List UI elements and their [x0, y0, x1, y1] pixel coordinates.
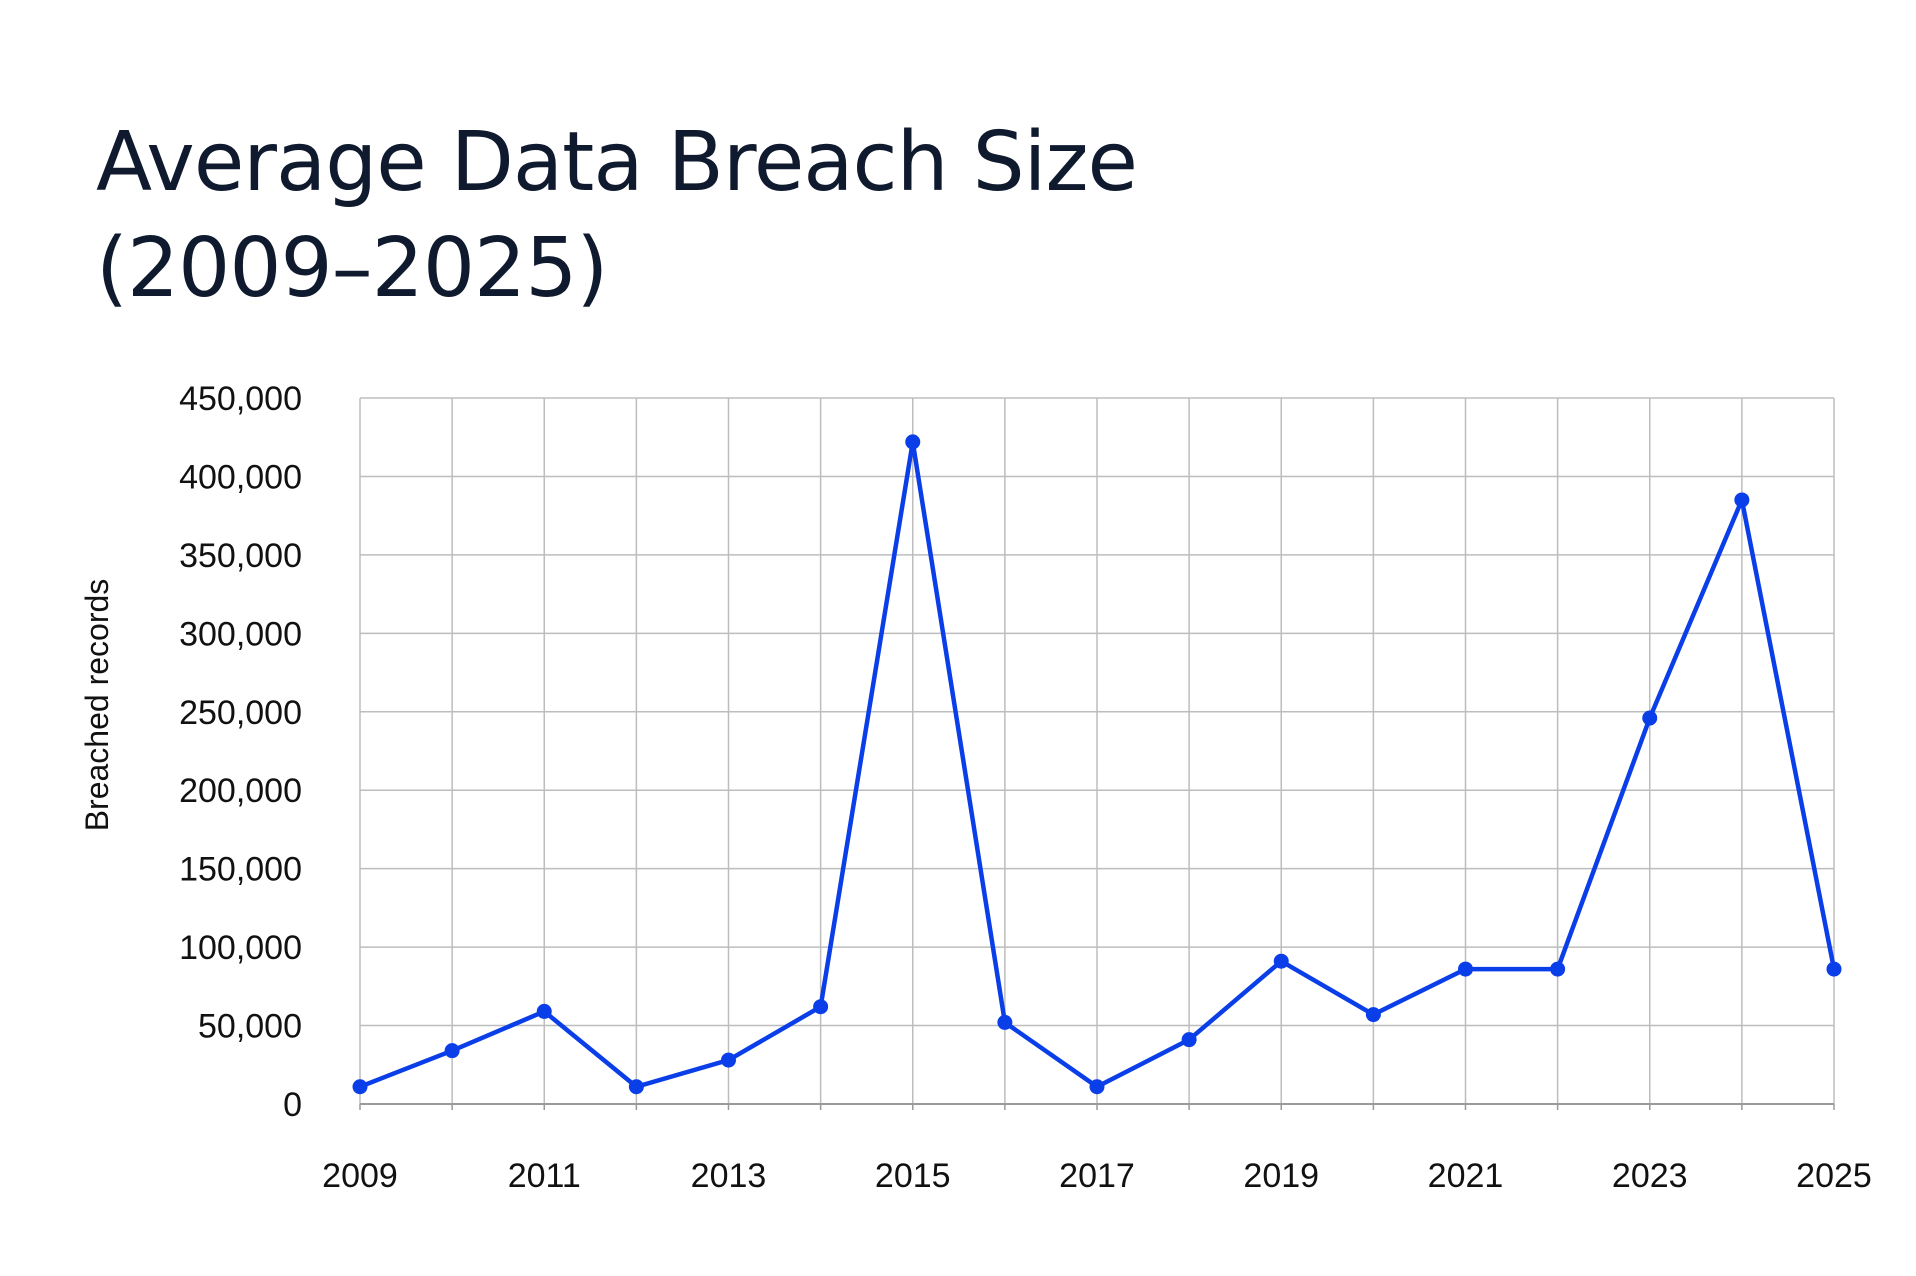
x-tick-label: 2009 — [322, 1157, 398, 1195]
y-tick-label: 250,000 — [179, 694, 302, 732]
y-tick-label: 50,000 — [198, 1008, 302, 1046]
chart-title-line-1: Average Data Breach Size — [96, 115, 1138, 210]
data-point — [905, 434, 921, 450]
data-point — [1273, 953, 1289, 969]
grid — [359, 397, 1835, 1110]
x-tick-label: 2023 — [1612, 1157, 1688, 1195]
data-point — [536, 1003, 552, 1019]
x-tick-label: 2019 — [1243, 1157, 1319, 1195]
data-point — [1826, 961, 1842, 977]
data-point — [1089, 1079, 1105, 1095]
data-point — [628, 1079, 644, 1095]
series-layer — [352, 434, 1842, 1095]
x-tick-label: 2017 — [1059, 1157, 1135, 1195]
y-tick-label: 150,000 — [179, 851, 302, 889]
y-tick-label: 400,000 — [179, 458, 302, 496]
x-tick-label: 2025 — [1796, 1157, 1872, 1195]
y-tick-label: 350,000 — [179, 537, 302, 575]
y-axis-label: Breached records — [79, 579, 115, 832]
data-point — [1181, 1032, 1197, 1048]
x-tick-label: 2015 — [875, 1157, 951, 1195]
x-tick-label: 2011 — [508, 1157, 581, 1195]
data-point — [1734, 492, 1750, 508]
data-point — [444, 1043, 460, 1059]
y-tick-label: 0 — [283, 1086, 302, 1124]
y-tick-label: 200,000 — [179, 772, 302, 810]
data-point — [352, 1079, 368, 1095]
data-point — [1365, 1007, 1381, 1023]
y-tick-label: 450,000 — [179, 380, 302, 418]
x-tick-labels: 2009 2011 2013 2015 2017 2019 2021 2023 2025 — [322, 1157, 1872, 1195]
y-tick-labels: 0 50,000 100,000 150,000 200,000 250,000 300,0… — [179, 380, 302, 1124]
x-tick-label: 2021 — [1428, 1157, 1504, 1195]
data-point — [813, 999, 829, 1015]
chart-title: Average Data Breach Size (2009–2025) — [96, 110, 1138, 322]
data-point — [997, 1014, 1013, 1030]
y-tick-label: 300,000 — [179, 615, 302, 653]
x-tick-label: 2013 — [691, 1157, 767, 1195]
data-point — [1550, 961, 1566, 977]
data-point — [721, 1052, 736, 1068]
y-tick-label: 100,000 — [179, 929, 302, 967]
chart-title-line-2: (2009–2025) — [96, 221, 608, 316]
data-point — [1642, 710, 1658, 726]
data-point — [1458, 961, 1473, 977]
